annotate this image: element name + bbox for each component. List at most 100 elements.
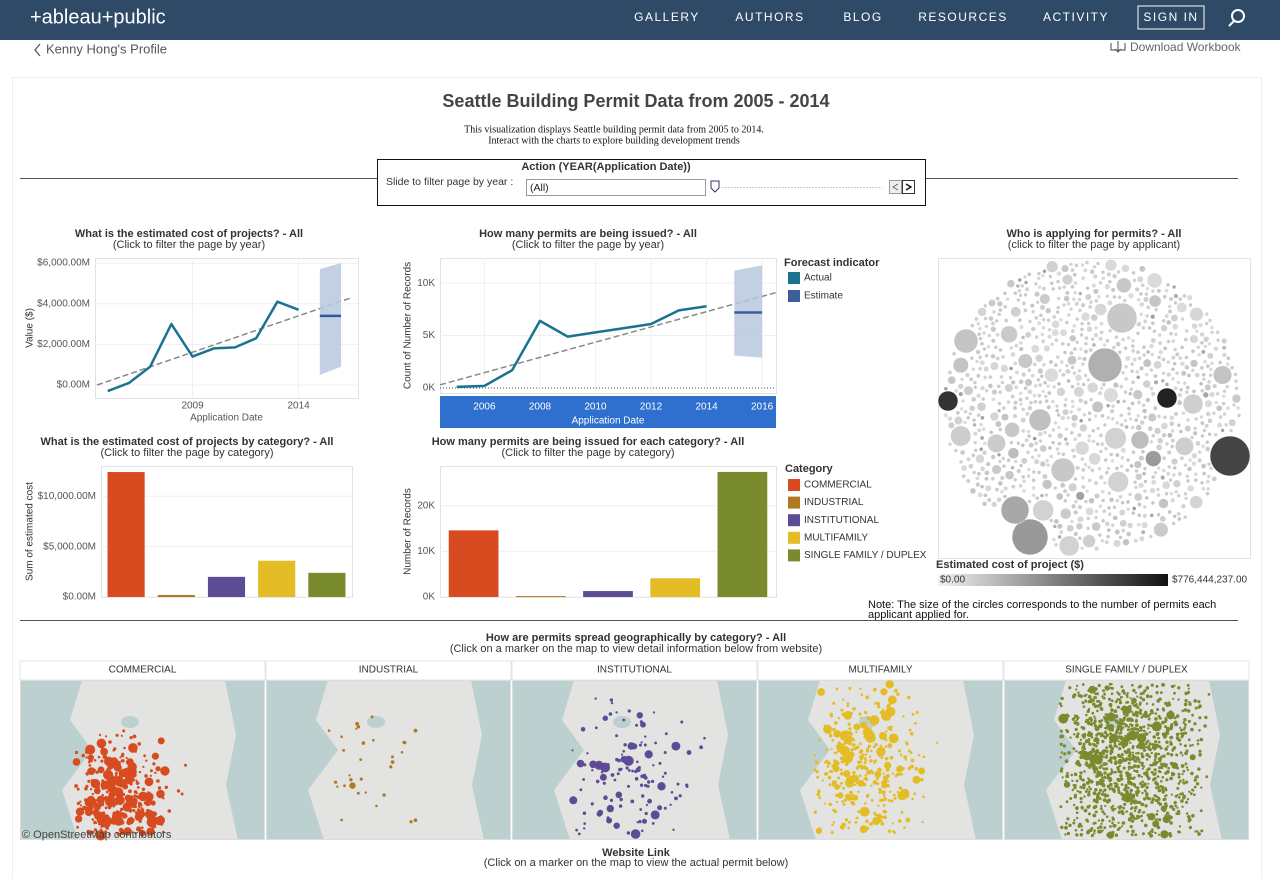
bubble[interactable] [1127,391,1133,397]
map-marker[interactable] [1169,776,1173,781]
map-marker[interactable] [133,799,138,803]
bubble[interactable] [1041,286,1047,292]
map-marker[interactable] [129,736,133,740]
map-marker[interactable] [922,795,925,799]
map-marker[interactable] [869,715,880,726]
map-marker[interactable] [854,783,857,787]
map-marker[interactable] [855,766,860,770]
bubble[interactable] [1090,468,1095,473]
map-marker[interactable] [842,802,846,806]
map-marker[interactable] [1154,756,1157,759]
bubble[interactable] [966,456,972,462]
bubble[interactable] [1040,273,1046,279]
map-marker[interactable] [115,810,120,814]
map-marker[interactable] [359,758,363,761]
bubble[interactable] [1033,383,1038,389]
bubble[interactable] [982,346,987,352]
bubble[interactable] [1013,290,1018,296]
map-marker[interactable] [1104,685,1110,691]
bubble[interactable] [974,359,980,364]
map-marker[interactable] [615,711,618,714]
map-marker[interactable] [413,728,418,733]
bubble[interactable] [1002,304,1008,310]
bubble[interactable] [1141,521,1149,529]
map-marker[interactable] [1125,771,1128,775]
bubble[interactable] [965,415,971,421]
bubble[interactable] [1193,477,1199,483]
map-marker[interactable] [1131,710,1134,714]
bubble[interactable] [1166,464,1172,470]
map-marker[interactable] [1119,774,1123,778]
bubble[interactable] [1118,494,1123,500]
map-marker[interactable] [1200,786,1203,789]
map-marker[interactable] [1179,743,1182,746]
map-marker[interactable] [1198,704,1202,708]
bubble[interactable] [1021,372,1027,378]
map-marker[interactable] [125,756,128,760]
bubble[interactable] [1087,347,1123,383]
bubble[interactable] [1160,324,1168,332]
map-marker[interactable] [164,785,168,789]
bubble[interactable] [1023,292,1028,298]
map-marker[interactable] [1101,810,1105,814]
map-marker[interactable] [651,779,655,784]
bubble[interactable] [1142,379,1152,389]
bubble[interactable] [1083,341,1089,346]
map-marker[interactable] [1064,713,1068,717]
bubble[interactable] [1009,440,1014,445]
map-marker[interactable] [107,805,112,810]
bubble[interactable] [1123,418,1128,423]
map-marker[interactable] [835,800,839,804]
bubble[interactable] [1051,314,1057,320]
map-marker[interactable] [651,822,655,825]
bubble[interactable] [1137,355,1142,361]
bubble[interactable] [950,425,972,447]
bubble[interactable] [1157,340,1163,346]
map-marker[interactable] [147,793,150,797]
map-marker[interactable] [1087,709,1091,712]
legend-label[interactable]: MULTIFAMILY [804,532,868,543]
bubble[interactable] [1002,291,1008,296]
map-marker[interactable] [885,756,888,760]
map-marker[interactable] [1169,815,1173,820]
bubble[interactable] [1024,286,1030,292]
bar[interactable] [717,471,768,597]
bubble[interactable] [1138,455,1145,462]
legend-swatch[interactable] [788,479,800,491]
map-marker[interactable] [92,809,100,817]
bubble[interactable] [1109,408,1115,414]
map-marker[interactable] [837,716,840,720]
bubble[interactable] [1148,343,1155,349]
bubble[interactable] [1039,444,1048,453]
map-marker[interactable] [879,819,883,823]
map-marker[interactable] [1135,769,1139,774]
bubble[interactable] [1079,332,1084,338]
map-marker[interactable] [1084,790,1088,793]
bubble[interactable] [1156,465,1161,471]
bubble[interactable] [1070,414,1079,422]
map-marker[interactable] [117,797,121,800]
map-marker[interactable] [860,717,863,720]
map-marker[interactable] [1155,786,1159,790]
bubble[interactable] [1197,449,1203,455]
map-marker[interactable] [1177,796,1181,799]
bubble[interactable] [1135,369,1140,375]
bubble[interactable] [1164,382,1170,387]
map-marker[interactable] [149,769,153,773]
bubble[interactable] [1092,274,1098,280]
bubble[interactable] [990,338,996,344]
map-marker[interactable] [1080,828,1084,832]
map-marker[interactable] [627,742,636,750]
bubble[interactable] [1086,438,1092,443]
map-marker[interactable] [885,730,888,733]
bubble[interactable] [1158,498,1169,509]
map-marker[interactable] [114,788,118,792]
bubble[interactable] [1221,401,1226,406]
bubble[interactable] [971,470,977,475]
map-marker[interactable] [852,707,856,711]
map-marker[interactable] [1099,701,1103,706]
map-marker[interactable] [1183,702,1188,707]
map-marker[interactable] [100,759,104,763]
nav-item[interactable]: GALLERY [634,10,700,24]
map-marker[interactable] [1156,775,1160,778]
